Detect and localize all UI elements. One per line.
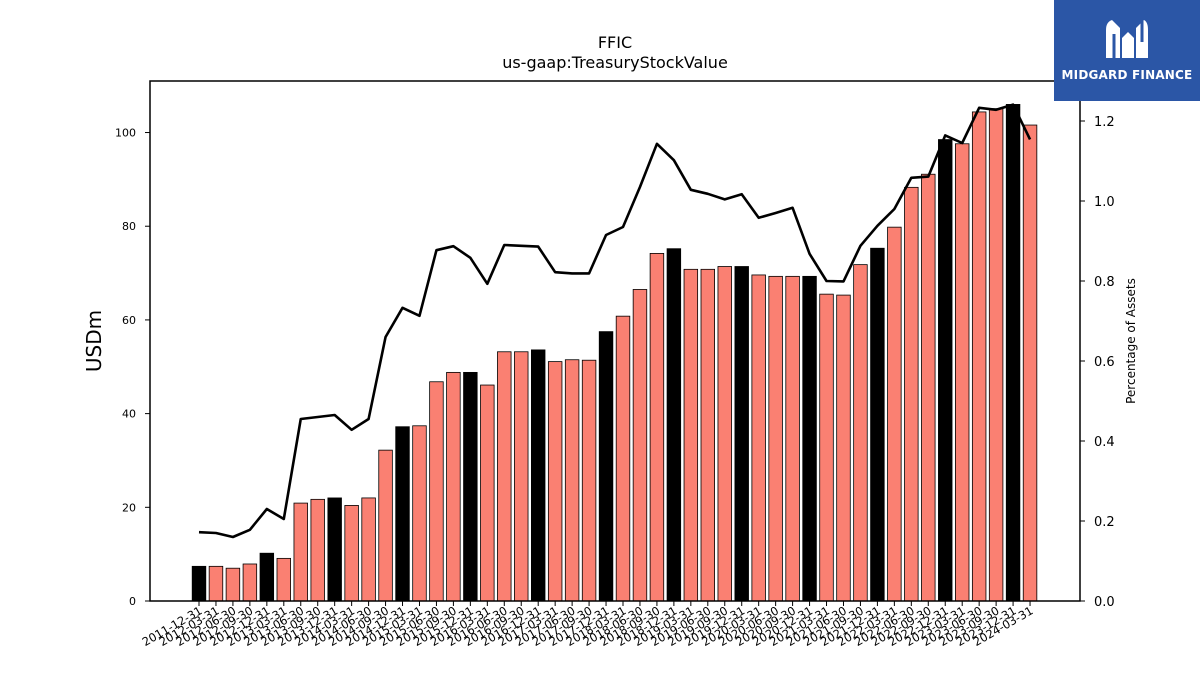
bar-2021-09-30	[853, 264, 868, 602]
y2-tick-label-1.2: 1.2	[1094, 115, 1115, 130]
bar-2020-03-31	[751, 274, 766, 602]
y-tick-label-20: 20	[122, 501, 136, 514]
bar-2022-12-31	[938, 139, 953, 602]
bar-2014-09-30	[378, 449, 393, 602]
bar-2018-12-31	[666, 248, 682, 602]
bar-2021-03-31	[819, 293, 834, 602]
bar-2017-09-30	[581, 359, 597, 602]
bar-2016-09-30	[514, 351, 529, 602]
bar-2015-09-30	[446, 371, 461, 602]
bar-2014-06-30	[361, 497, 376, 602]
y-tick-label-80: 80	[122, 220, 136, 233]
bar-2012-12-31	[259, 552, 275, 602]
bar-2022-09-30	[921, 173, 936, 602]
bar-2021-06-30	[836, 294, 851, 602]
bar-2018-03-31	[615, 315, 631, 602]
bar-2019-06-30	[700, 268, 716, 602]
logo-mark-icon	[1106, 14, 1148, 62]
bar-2016-06-30	[497, 351, 512, 602]
bar-2019-03-31	[683, 268, 699, 602]
bar-2023-12-31	[1005, 104, 1021, 602]
bar-2013-09-30	[310, 498, 325, 602]
logo: MIDGARD FINANCE	[1054, 0, 1200, 101]
y2-tick-label-0.4: 0.4	[1094, 435, 1115, 450]
bar-2014-12-31	[395, 426, 410, 602]
bar-2013-03-31	[276, 557, 292, 602]
bar-2015-06-30	[429, 381, 444, 602]
y-tick-label-0: 0	[129, 595, 136, 608]
y2-tick-label-0.8: 0.8	[1094, 275, 1115, 290]
bar-2023-09-30	[988, 108, 1004, 602]
bar-2023-06-30	[971, 111, 987, 602]
bar-2016-03-31	[480, 384, 495, 602]
bar-2013-06-30	[293, 502, 308, 602]
series-line-percentage-of-assets	[198, 103, 1032, 539]
bar-2022-06-30	[904, 186, 919, 602]
y2-tick-label-0: 0.0	[1094, 595, 1115, 610]
bar-2015-12-31	[463, 371, 478, 602]
bar-2015-03-31	[412, 425, 427, 602]
bar-2017-03-31	[547, 361, 563, 602]
y-tick-label-40: 40	[122, 408, 136, 421]
bar-2017-12-31	[598, 331, 614, 602]
bar-2020-09-30	[785, 275, 800, 602]
y-axis-label: USDm	[82, 310, 106, 372]
bar-2023-03-31	[955, 143, 970, 602]
chart-subtitle: us-gaap:TreasuryStockValue	[502, 53, 728, 72]
bar-2020-12-31	[802, 275, 817, 602]
bar-2012-03-31	[208, 565, 224, 602]
bar-2018-09-30	[649, 252, 665, 602]
y-tick-label-60: 60	[122, 314, 136, 327]
chart-title: FFIC	[597, 33, 633, 52]
bar-2011-12-31	[191, 565, 207, 602]
bar-2024-03-31	[1022, 124, 1038, 602]
y2-tick-label-1: 1.0	[1094, 195, 1115, 210]
bar-2014-03-31	[344, 505, 359, 602]
bar-2012-09-30	[242, 563, 258, 602]
bar-2020-06-30	[768, 275, 783, 602]
bar-2019-09-30	[717, 266, 732, 602]
bar-2017-06-30	[564, 359, 580, 602]
bar-2012-06-30	[225, 567, 241, 602]
y2-axis-label: Percentage of Assets	[1124, 278, 1138, 404]
bars-group	[191, 104, 1038, 602]
bar-2018-06-30	[632, 289, 648, 602]
y2-tick-label-0.2: 0.2	[1094, 515, 1115, 530]
y-tick-label-100: 100	[115, 127, 136, 140]
bar-2022-03-31	[887, 226, 902, 602]
bar-2019-12-31	[734, 266, 749, 602]
y2-tick-label-0.6: 0.6	[1094, 355, 1115, 370]
bar-2016-12-31	[531, 349, 546, 602]
bar-2021-12-31	[870, 247, 885, 602]
line-group	[198, 103, 1032, 539]
axes-group: 0204060801000.00.20.40.60.81.01.22011-12…	[115, 115, 1115, 649]
bar-2013-12-31	[327, 497, 342, 602]
plot-frame	[149, 80, 1081, 602]
logo-wordmark: MIDGARD FINANCE	[1061, 68, 1193, 82]
